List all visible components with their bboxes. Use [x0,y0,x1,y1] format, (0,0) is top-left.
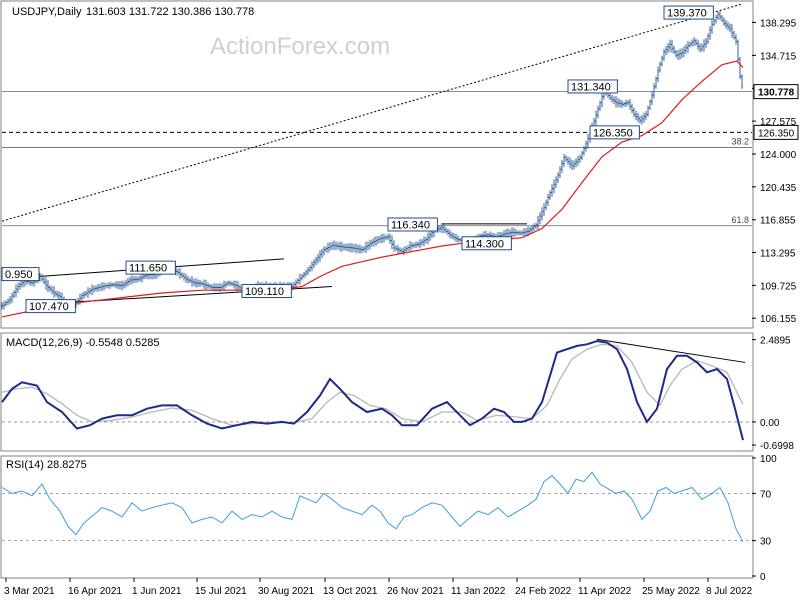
x-axis-label: 30 Aug 2021 [258,586,315,597]
price-panel-frame [0,0,754,329]
moving-average [1,60,744,318]
macd-main-line [1,339,744,441]
price-axis-label: 113.295 [760,249,796,260]
rsi-title: RSI(14) 28.8275 [6,459,87,471]
x-axis-label: 8 Jul 2022 [706,586,753,597]
price-axis-label: 109.725 [760,281,797,292]
rsi-axis-label: 70 [760,489,772,500]
fib-label: 61.8 [731,215,749,225]
x-axis-label: 26 Nov 2021 [387,586,444,597]
price-axis-label: 124.000 [760,150,797,161]
level-price-tag [753,124,799,140]
watermark: ActionForex.com [210,33,390,60]
x-axis-label: 3 Mar 2021 [4,586,55,597]
annotation-box [125,260,176,275]
price-levels: 38.2 61.8 [2,91,752,227]
rsi-axis: 100 70 30 0 [752,454,777,583]
macd-panel-frame [0,332,754,452]
price-axis-label: 120.435 [760,183,797,194]
macd-lines [1,338,752,441]
annotation-box [663,5,714,20]
price-axis-label: 134.715 [760,51,797,62]
annotation-box [241,284,292,299]
annotation-box [567,79,618,94]
x-axis-label: 1 Jun 2021 [132,586,182,597]
x-axis-label: 24 Feb 2022 [515,586,572,597]
macd-axis: 2.4895 0.00 -0.6998 [752,336,794,452]
annotation-label: 114.300 [465,238,504,250]
annotation-box [461,236,512,251]
fib-label: 38.2 [731,137,749,147]
macd-signal-line [1,343,744,426]
price-axis-label: 106.155 [760,314,797,325]
current-price-tag [753,84,799,100]
annotation-label: 107.470 [29,301,69,313]
price-annotations: 139.370 131.340 126.350 116.340 114.300 111.6… [1,5,714,314]
price-axis-label: 116.855 [760,216,796,227]
current-price-label: 130.778 [758,88,795,99]
rsi-axis-label: 0 [760,572,766,583]
annotation-box [1,267,40,282]
price-axis-label: 127.575 [760,117,797,128]
annotation-label: 131.340 [571,81,611,93]
macd-axis-label: 2.4895 [760,336,791,347]
x-axis: 3 Mar 2021 16 Apr 2021 1 Jun 2021 15 Jul 20… [4,578,753,597]
annotation-label: 126.350 [593,127,633,139]
rsi-lines [1,471,752,543]
macd-title: MACD(12,26,9) -0.5548 0.5285 [6,337,159,349]
x-axis-label: 15 Jul 2021 [195,586,247,597]
moving-average-line [1,60,744,318]
rsi-line [1,471,744,543]
price-axis: 138.295134.715131.135127.575124.000120.4… [752,18,799,325]
annotation-box [387,217,438,232]
x-axis-label: 13 Oct 2021 [323,586,378,597]
annotation-box [589,125,640,140]
annotation-label: 116.340 [391,219,430,231]
chart-symbol: USDJPY,Daily [12,6,82,18]
annotation-label: 139.370 [667,8,707,20]
annotation-label: 111.650 [129,263,167,275]
macd-axis-label: 0.00 [760,418,780,429]
level-price-label: 126.350 [758,128,795,139]
rsi-axis-label: 100 [760,454,777,465]
chart-ohlc: 131.603 131.722 130.386 130.778 [86,6,254,18]
x-axis-label: 11 Apr 2022 [578,586,632,597]
price-trendline [1,3,743,222]
price-axis-label: 138.295 [760,18,797,29]
annotation-box [25,299,76,314]
macd-axis-label: -0.6998 [760,441,794,452]
rsi-panel-frame [0,455,754,579]
x-axis-label: 25 May 2022 [642,586,700,597]
annotation-label: 0.950 [5,269,33,281]
x-axis-label: 16 Apr 2021 [68,586,122,597]
rsi-axis-label: 30 [760,537,772,548]
x-axis-label: 11 Jan 2022 [451,586,506,597]
annotation-label: 109.110 [245,286,284,298]
macd-trendline [596,338,746,363]
